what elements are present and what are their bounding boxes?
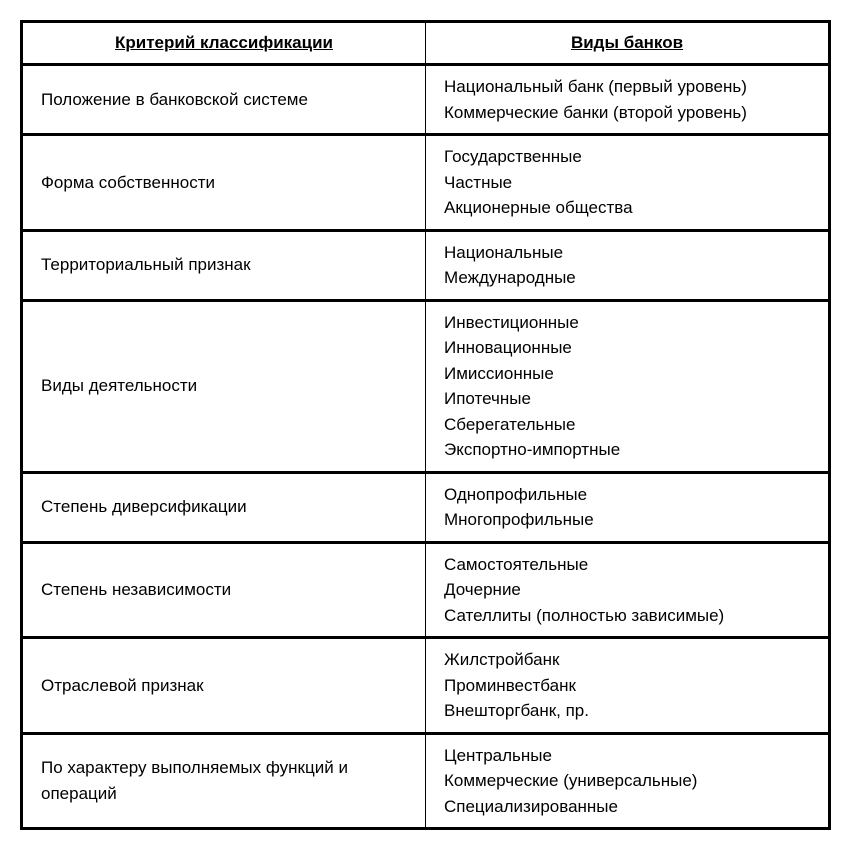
types-cell: ОднопрофильныеМногопрофильные — [426, 472, 830, 542]
criteria-cell: Отраслевой признак — [22, 638, 426, 734]
table-row: Виды деятельностиИнвестиционныеИнновацио… — [22, 300, 830, 472]
type-line: Акционерные общества — [444, 195, 810, 221]
criteria-cell: Степень независимости — [22, 542, 426, 638]
type-line: Инвестиционные — [444, 310, 810, 336]
type-line: Имиссионные — [444, 361, 810, 387]
type-line: Дочерние — [444, 577, 810, 603]
type-line: Центральные — [444, 743, 810, 769]
types-cell: ЦентральныеКоммерческие (универсальные)С… — [426, 733, 830, 829]
type-line: Инновационные — [444, 335, 810, 361]
type-line: Жилстройбанк — [444, 647, 810, 673]
criteria-cell: Форма собственности — [22, 135, 426, 231]
classification-table: Критерий классификации Виды банков Полож… — [20, 20, 831, 830]
type-line: Государственные — [444, 144, 810, 170]
criteria-cell: По характеру выполняемых функций и опера… — [22, 733, 426, 829]
table-row: Отраслевой признакЖилстройбанкПроминвест… — [22, 638, 830, 734]
type-line: Многопрофильные — [444, 507, 810, 533]
table-header-row: Критерий классификации Виды банков — [22, 22, 830, 65]
type-line: Международные — [444, 265, 810, 291]
type-line: Национальные — [444, 240, 810, 266]
header-types: Виды банков — [426, 22, 830, 65]
type-line: Коммерческие банки (второй уровень) — [444, 100, 810, 126]
types-cell: НациональныеМеждународные — [426, 230, 830, 300]
criteria-cell: Территориальный признак — [22, 230, 426, 300]
type-line: Национальный банк (первый уровень) — [444, 74, 810, 100]
table-row: Положение в банковской системеНациональн… — [22, 65, 830, 135]
type-line: Самостоятельные — [444, 552, 810, 578]
header-criteria: Критерий классификации — [22, 22, 426, 65]
table-row: Степень независимостиСамостоятельныеДоче… — [22, 542, 830, 638]
type-line: Проминвестбанк — [444, 673, 810, 699]
criteria-cell: Степень диверсификации — [22, 472, 426, 542]
types-cell: ГосударственныеЧастныеАкционерные общест… — [426, 135, 830, 231]
type-line: Сберегательные — [444, 412, 810, 438]
criteria-cell: Виды деятельности — [22, 300, 426, 472]
type-line: Ипотечные — [444, 386, 810, 412]
criteria-cell: Положение в банковской системе — [22, 65, 426, 135]
type-line: Специализированные — [444, 794, 810, 820]
types-cell: СамостоятельныеДочерниеСателлиты (полнос… — [426, 542, 830, 638]
type-line: Коммерческие (универсальные) — [444, 768, 810, 794]
table-row: Форма собственностиГосударственныеЧастны… — [22, 135, 830, 231]
types-cell: Национальный банк (первый уровень)Коммер… — [426, 65, 830, 135]
types-cell: ЖилстройбанкПроминвестбанкВнешторгбанк, … — [426, 638, 830, 734]
types-cell: ИнвестиционныеИнновационныеИмиссионныеИп… — [426, 300, 830, 472]
type-line: Экспортно-импортные — [444, 437, 810, 463]
table-row: По характеру выполняемых функций и опера… — [22, 733, 830, 829]
table-row: Степень диверсификацииОднопрофильныеМног… — [22, 472, 830, 542]
table-row: Территориальный признакНациональныеМежду… — [22, 230, 830, 300]
type-line: Сателлиты (полностью зависимые) — [444, 603, 810, 629]
table-body: Положение в банковской системеНациональн… — [22, 65, 830, 829]
type-line: Внешторгбанк, пр. — [444, 698, 810, 724]
type-line: Однопрофильные — [444, 482, 810, 508]
type-line: Частные — [444, 170, 810, 196]
